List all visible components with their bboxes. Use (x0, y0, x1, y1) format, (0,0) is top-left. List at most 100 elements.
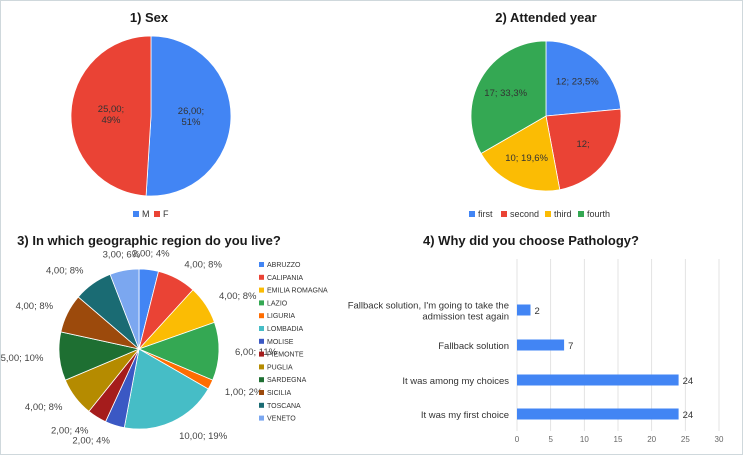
pie-label-m: 26,00; 51% (178, 106, 204, 128)
legend-label-veneto: VENETO (267, 416, 296, 423)
legend-swatch-puglia (259, 364, 264, 370)
pie-label-puglia: 4,00; 8% (25, 402, 63, 413)
legend-label-puglia: PUGLIA (267, 364, 293, 371)
pie-slice-second (545, 108, 622, 191)
legend-label-fourth: fourth (587, 209, 610, 219)
chart-regions-title: 3) In which geographic region do you liv… (17, 233, 281, 248)
pie-label-abruzzo: 2,00; 4% (132, 249, 170, 260)
pie-label-calipania: 4,00; 8% (184, 259, 222, 270)
pie-label-f: 25,00; 49% (98, 104, 124, 126)
bar-category-it-was-among-my-choices: It was among my choices (402, 376, 509, 387)
pie-label-third: 10; 19,6% (505, 153, 548, 164)
chart-pathology-bars: 2 7 24 24 (517, 304, 694, 421)
chart-sex: 1) Sex 26,00; 51% 25,00; 49% M F (70, 10, 232, 219)
legend-swatch-m (133, 211, 139, 217)
legend-swatch-toscana (259, 402, 264, 408)
legend-label-m: M (142, 209, 150, 219)
pie-label-liguria: 1,00; 2% (225, 387, 263, 398)
pie-label-emilia-romagna: 4,00; 8% (219, 291, 257, 302)
x-tick-30: 30 (715, 435, 724, 444)
bar-value-it-was-among-my-choices: 24 (683, 376, 694, 387)
legend-swatch-lazio (259, 300, 264, 306)
legend-swatch-liguria (259, 313, 264, 319)
legend-swatch-emilia-romagna (259, 287, 264, 293)
chart-sex-slices (70, 35, 232, 197)
pie-label-piemonte: 2,00; 4% (51, 426, 89, 437)
chart-pathology-grid: 0 5 10 15 20 25 30 (515, 259, 724, 444)
x-tick-0: 0 (515, 435, 520, 444)
bar-it-was-my-first-choice (517, 408, 679, 420)
legend-swatch-third (545, 211, 551, 217)
bar-category-fallback-solution-i-m-going-to-take-the-admission-test-again: Fallback solution, I'm going to take the… (348, 301, 509, 323)
pie-slice-lombadia (123, 348, 209, 430)
legend-label-molise: MOLISE (267, 339, 294, 346)
chart-regions-legend: ABRUZZO CALIPANIA EMILIA ROMAGNA LAZIO LIGUR… (259, 262, 328, 423)
legend-label-second: second (510, 209, 539, 219)
chart-regions-slices (58, 268, 220, 430)
pie-label-second: 12; (576, 139, 589, 150)
pie-label-sicilia: 4,00; 8% (16, 301, 54, 312)
legend-swatch-first (469, 211, 475, 217)
pie-slice-f (70, 35, 152, 197)
legend-label-sicilia: SICILIA (267, 390, 291, 397)
legend-label-lombadia: LOMBADIA (267, 326, 304, 333)
pie-label-sardegna: 5,00; 10% (1, 353, 44, 364)
chart-attended-year: 2) Attended year 12; 23,5% 12; 10; 19,6% 17… (469, 10, 622, 219)
chart-pathology: 4) Why did you choose Pathology? 0 5 10 15 2… (348, 233, 724, 444)
legend-swatch-piemonte (259, 351, 264, 357)
legend-swatch-calipania (259, 274, 264, 280)
chart-pathology-categories: Fallback solution, I'm going to take the… (348, 301, 510, 422)
bar-category-fallback-solution: Fallback solution (438, 341, 509, 352)
legend-label-lazio: LAZIO (267, 300, 288, 307)
chart-sex-title: 1) Sex (130, 10, 169, 25)
chart-year-legend: first second third fourth (469, 209, 610, 219)
legend-label-emilia-romagna: EMILIA ROMAGNA (267, 288, 328, 295)
legend-label-abruzzo: ABRUZZO (267, 262, 301, 269)
pie-slice-veneto (109, 268, 140, 350)
legend-swatch-lombadia (259, 326, 264, 331)
chart-regions-labels: 2,00; 4% 4,00; 8% 4,00; 8% 6,00; 11% 1,00; 2… (1, 249, 278, 447)
chart-regions: 3) In which geographic region do you liv… (1, 233, 328, 447)
legend-swatch-sardegna (259, 377, 264, 383)
legend-label-third: third (554, 209, 572, 219)
x-tick-25: 25 (681, 435, 690, 444)
pie-label-veneto: 3,00; 6% (103, 250, 141, 261)
x-tick-10: 10 (580, 435, 589, 444)
chart-sex-legend: M F (133, 209, 169, 219)
legend-label-f: F (163, 209, 169, 219)
chart-year-title: 2) Attended year (495, 10, 596, 25)
pie-slice-first (545, 40, 622, 117)
legend-swatch-f (154, 211, 160, 217)
legend-swatch-second (501, 211, 507, 217)
x-tick-20: 20 (647, 435, 656, 444)
pie-slice-m (145, 35, 232, 197)
bar-category-it-was-my-first-choice: It was my first choice (421, 410, 509, 421)
bar-value-it-was-my-first-choice: 24 (683, 410, 694, 421)
chart-year-labels: 12; 23,5% 12; 10; 19,6% 17; 33,3% (484, 77, 599, 165)
legend-swatch-veneto (259, 415, 264, 421)
pie-label-first: 12; 23,5% (556, 77, 599, 88)
chart-year-slices (470, 40, 622, 192)
legend-label-piemonte: PIEMONTE (267, 352, 304, 359)
chart-pathology-title: 4) Why did you choose Pathology? (423, 233, 639, 248)
legend-label-calipania: CALIPANIA (267, 275, 303, 282)
bar-fallback-solution-i-m-going-to-take-the-admission-test-again (517, 304, 531, 316)
legend-swatch-fourth (578, 211, 584, 217)
bar-fallback-solution (517, 339, 565, 351)
x-tick-5: 5 (548, 435, 553, 444)
x-tick-15: 15 (614, 435, 623, 444)
pie-label-toscana: 4,00; 8% (46, 266, 84, 277)
legend-label-toscana: TOSCANA (267, 403, 301, 410)
legend-swatch-sicilia (259, 390, 264, 395)
pie-slice-third (480, 115, 561, 192)
bar-it-was-among-my-choices (517, 374, 679, 386)
pie-label-fourth: 17; 33,3% (484, 88, 527, 99)
pie-label-lazio: 6,00; 11% (235, 347, 278, 358)
legend-swatch-molise (259, 338, 264, 344)
chart-sex-labels: 26,00; 51% 25,00; 49% (98, 104, 204, 128)
pie-label-lombadia: 10,00; 19% (179, 431, 228, 442)
legend-swatch-abruzzo (259, 262, 264, 267)
legend-label-sardegna: SARDEGNA (267, 377, 307, 384)
